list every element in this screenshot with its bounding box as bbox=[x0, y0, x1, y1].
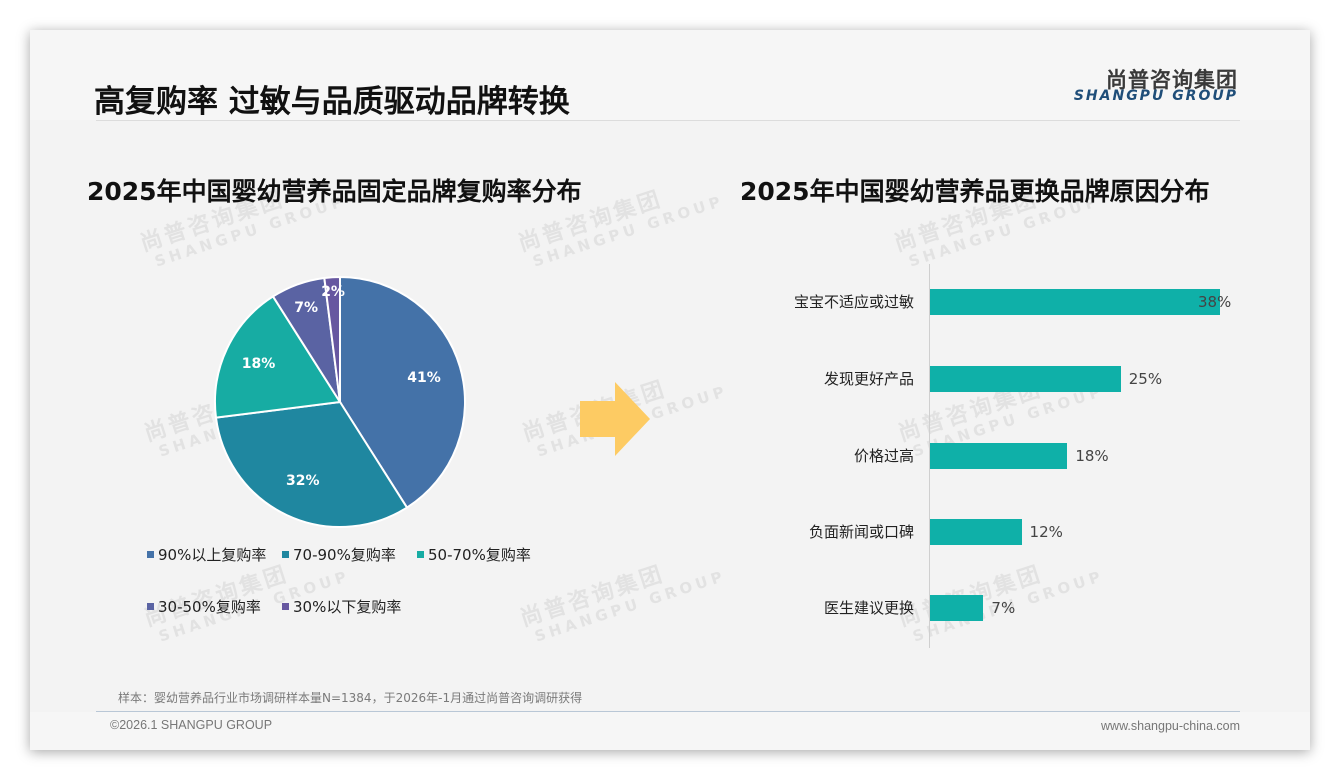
sample-note: 样本：婴幼营养品行业市场调研样本量N=1384，于2026年-1月通过尚普咨询调… bbox=[118, 691, 583, 705]
pie-slice bbox=[214, 400, 409, 528]
legend-label: 30%以下复购率 bbox=[293, 598, 402, 616]
title-divider bbox=[96, 120, 1240, 121]
legend-swatch bbox=[147, 603, 154, 610]
bar-chart-title: 2025年中国婴幼营养品更换品牌原因分布 bbox=[740, 177, 1210, 206]
logo-chinese: 尚普咨询集团 bbox=[1106, 68, 1238, 92]
pie-slice bbox=[323, 275, 341, 403]
copyright-text: ©2026.1 SHANGPU GROUP bbox=[110, 718, 273, 732]
legend-item: 30-50%复购率 bbox=[147, 596, 261, 617]
logo-english: SHANGPU GROUP bbox=[1073, 88, 1238, 104]
legend-label: 30-50%复购率 bbox=[158, 598, 261, 616]
bar-row: 发现更好产品 25% bbox=[30, 366, 1310, 392]
legend-swatch bbox=[282, 603, 289, 610]
legend-label: 50-70%复购率 bbox=[428, 546, 531, 564]
bar-value-label: 25% bbox=[1128, 370, 1163, 388]
bar bbox=[930, 366, 1121, 392]
bar-chart-axis bbox=[929, 264, 930, 648]
legend-item: 90%以上复购率 bbox=[147, 544, 266, 565]
bar-row: 医生建议更换 7% bbox=[30, 595, 1310, 621]
footer-band bbox=[30, 712, 1310, 750]
bar-category-label: 负面新闻或口碑 bbox=[808, 523, 914, 541]
pie-slice-label: 18% bbox=[241, 355, 276, 372]
header-band bbox=[30, 30, 1310, 120]
bar-category-label: 价格过高 bbox=[853, 447, 914, 465]
legend-item: 50-70%复购率 bbox=[417, 544, 531, 565]
bar-row: 负面新闻或口碑 12% bbox=[30, 519, 1310, 545]
bar bbox=[930, 289, 1220, 315]
bar bbox=[930, 443, 1068, 469]
legend-swatch bbox=[147, 551, 154, 558]
footer-divider bbox=[96, 711, 1240, 712]
bar-value-label: 18% bbox=[1075, 447, 1109, 465]
legend-label: 90%以上复购率 bbox=[158, 546, 267, 564]
bar-row: 宝宝不适应或过敏 38% bbox=[30, 289, 1310, 315]
pie-chart: 41% 32% 18% 7% 2% bbox=[213, 275, 467, 529]
legend-item: 30%以下复购率 bbox=[282, 596, 401, 617]
slide: 尚普咨询集团 SHANGPU GROUP 尚普咨询集团 SHANGPU GROUP … bbox=[30, 30, 1310, 750]
bar bbox=[930, 595, 984, 621]
pie-chart-title: 2025年中国婴幼营养品固定品牌复购率分布 bbox=[87, 177, 582, 206]
pie-slice-label: 2% bbox=[321, 284, 345, 301]
bar-value-label: 7% bbox=[991, 599, 1016, 617]
pie-slice-label: 7% bbox=[294, 299, 319, 316]
legend-item: 70-90%复购率 bbox=[282, 544, 396, 565]
legend-label: 70-90%复购率 bbox=[293, 546, 396, 564]
pie-slice-label: 32% bbox=[285, 473, 320, 490]
bar-value-label: 12% bbox=[1029, 523, 1063, 541]
website-link[interactable]: www.shangpu-china.com bbox=[1101, 719, 1240, 733]
bar-category-label: 宝宝不适应或过敏 bbox=[793, 293, 914, 311]
bar-category-label: 发现更好产品 bbox=[823, 370, 914, 388]
legend-swatch bbox=[417, 551, 424, 558]
right-arrow-icon bbox=[580, 382, 650, 456]
bar-row: 价格过高 18% bbox=[30, 443, 1310, 469]
page-title: 高复购率 过敏与品质驱动品牌转换 bbox=[94, 84, 570, 120]
pie-slice-label: 41% bbox=[407, 369, 441, 386]
legend-swatch bbox=[282, 551, 289, 558]
bar-value-label: 38% bbox=[1197, 293, 1232, 311]
pie-chart-svg bbox=[214, 275, 466, 528]
bar-category-label: 医生建议更换 bbox=[823, 599, 914, 617]
bar bbox=[930, 519, 1022, 545]
pie-slice bbox=[214, 295, 342, 419]
